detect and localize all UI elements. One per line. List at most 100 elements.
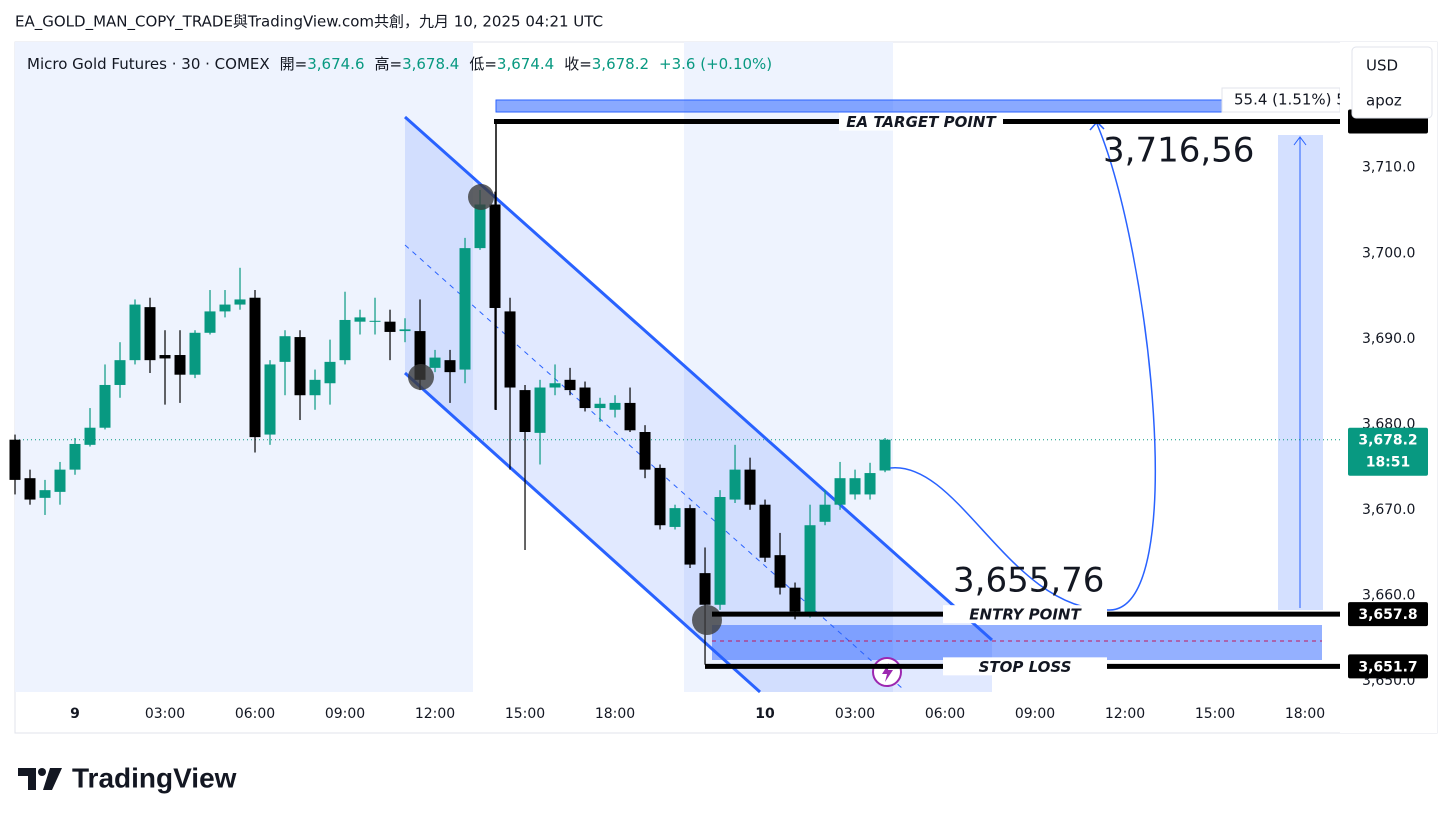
scale-panel[interactable] (1351, 46, 1433, 119)
candle-body (144, 307, 156, 361)
candle-body (249, 297, 261, 438)
pivot-marker (468, 184, 494, 210)
level-label-bg (839, 112, 1003, 131)
candle-body (309, 379, 321, 396)
candle-body (594, 403, 606, 409)
candle-body (24, 478, 36, 500)
change: +3.6 (+0.10%) (659, 55, 772, 73)
level-label-bg (943, 657, 1107, 676)
level-label: STOP LOSS (979, 658, 1072, 676)
ohlc-value: 3,678.2 (592, 55, 649, 73)
ohlc-key: 高= (375, 55, 403, 73)
level-label: EA TARGET POINT (846, 113, 997, 131)
x-tick-label: 18:00 (1285, 706, 1325, 722)
x-tick-label: 06:00 (925, 706, 965, 722)
symbol: Micro Gold Futures · 30 · COMEX (27, 55, 270, 73)
pivot-marker (692, 605, 722, 635)
x-tick-label: 06:00 (235, 706, 275, 722)
x-tick-label: 9 (70, 706, 80, 722)
price-tag-label: 3,657.8 (1358, 607, 1417, 623)
candle-body (384, 321, 396, 332)
candle-body (849, 478, 861, 495)
x-tick-label: 09:00 (325, 706, 365, 722)
candle-body (864, 473, 876, 495)
channel-upper (404, 115, 993, 642)
candle-body (324, 361, 336, 384)
ohlc-key: 低= (469, 55, 497, 73)
candle-body (744, 469, 756, 505)
annotation: 3,716,56 (1103, 131, 1254, 171)
x-tick-label: 09:00 (1015, 706, 1055, 722)
candle-body (729, 469, 741, 500)
candle-body (399, 329, 411, 332)
candle-body (834, 478, 846, 505)
candle-body (204, 311, 216, 333)
candle-body (459, 248, 471, 370)
price-tag (1348, 427, 1428, 476)
page-title: EA_GOLD_MAN_COPY_TRADE與TradingView.com共創… (15, 13, 603, 32)
measure-label: 55.4 (1.51%) 5 (1234, 91, 1346, 109)
price-axis (1340, 42, 1437, 733)
logo (18, 768, 62, 790)
entry-zone (712, 625, 1322, 660)
x-tick-label: 03:00 (835, 706, 875, 722)
candle-body (84, 427, 96, 445)
y-tick-label: 3,700.0 (1362, 245, 1415, 261)
logo-part (38, 768, 46, 776)
x-tick-label: 03:00 (145, 706, 185, 722)
candle-body (534, 387, 546, 433)
candle-body (39, 490, 51, 498)
price-tag (1348, 602, 1428, 627)
x-tick-label: 12:00 (1105, 706, 1145, 722)
channel-fill (405, 117, 992, 692)
candle-body (804, 525, 816, 616)
channel-mid (404, 244, 904, 690)
candle-body (774, 555, 786, 588)
last-price-label: 3,678.2 (1358, 433, 1417, 449)
candle-body (264, 364, 276, 435)
y-tick-label: 3,670.0 (1362, 502, 1415, 518)
candle-body (654, 467, 666, 526)
candle-body (819, 504, 831, 522)
candle-body (549, 383, 561, 388)
countdown: 18:51 (1366, 455, 1411, 471)
candle-body (669, 508, 681, 527)
candle-body (114, 360, 126, 385)
candle-body (609, 402, 621, 410)
measure-arrowhead (1293, 136, 1307, 146)
candle-body (699, 573, 711, 605)
level-label-bg (943, 605, 1107, 624)
y-tick-label: 3,690.0 (1362, 331, 1415, 347)
y-tick-label: 3,710.0 (1362, 160, 1415, 176)
price-tag (1348, 654, 1428, 679)
drawings-layer: EA TARGET POINT ENTRY POINT STOP LOSS 3,716… (408, 112, 1350, 687)
candle-body (879, 439, 891, 471)
candle-body (294, 337, 306, 396)
ohlc-key: 收= (564, 55, 592, 73)
x-tick-label: 15:00 (1195, 706, 1235, 722)
symbol-header: Micro Gold Futures · 30 · COMEX 開=3,674.6… (27, 55, 772, 73)
candle-body (54, 469, 66, 492)
ohlc-value: 3,678.4 (402, 55, 459, 73)
candle-body (354, 317, 366, 322)
pivot-marker (408, 364, 434, 390)
candle-body (369, 320, 381, 322)
candle-body (504, 311, 516, 388)
ohlc-key: 開= (280, 55, 308, 73)
candle-body (444, 360, 456, 373)
logo-part (43, 768, 62, 790)
candle-body (189, 332, 201, 375)
candle-body (234, 299, 246, 305)
ohlc-value: 3,674.4 (497, 55, 554, 73)
level-label: ENTRY POINT (969, 606, 1082, 624)
session-shade (15, 42, 473, 692)
x-tick-label: 18:00 (595, 706, 635, 722)
currency[interactable]: USD (1366, 57, 1398, 75)
candle-body (339, 319, 351, 361)
x-tick-label: 10 (755, 706, 775, 722)
y-tick-label: 3,660.0 (1362, 587, 1415, 603)
candle-body (174, 355, 186, 375)
candle-body (99, 384, 111, 428)
event-icon-bolt (882, 663, 893, 682)
